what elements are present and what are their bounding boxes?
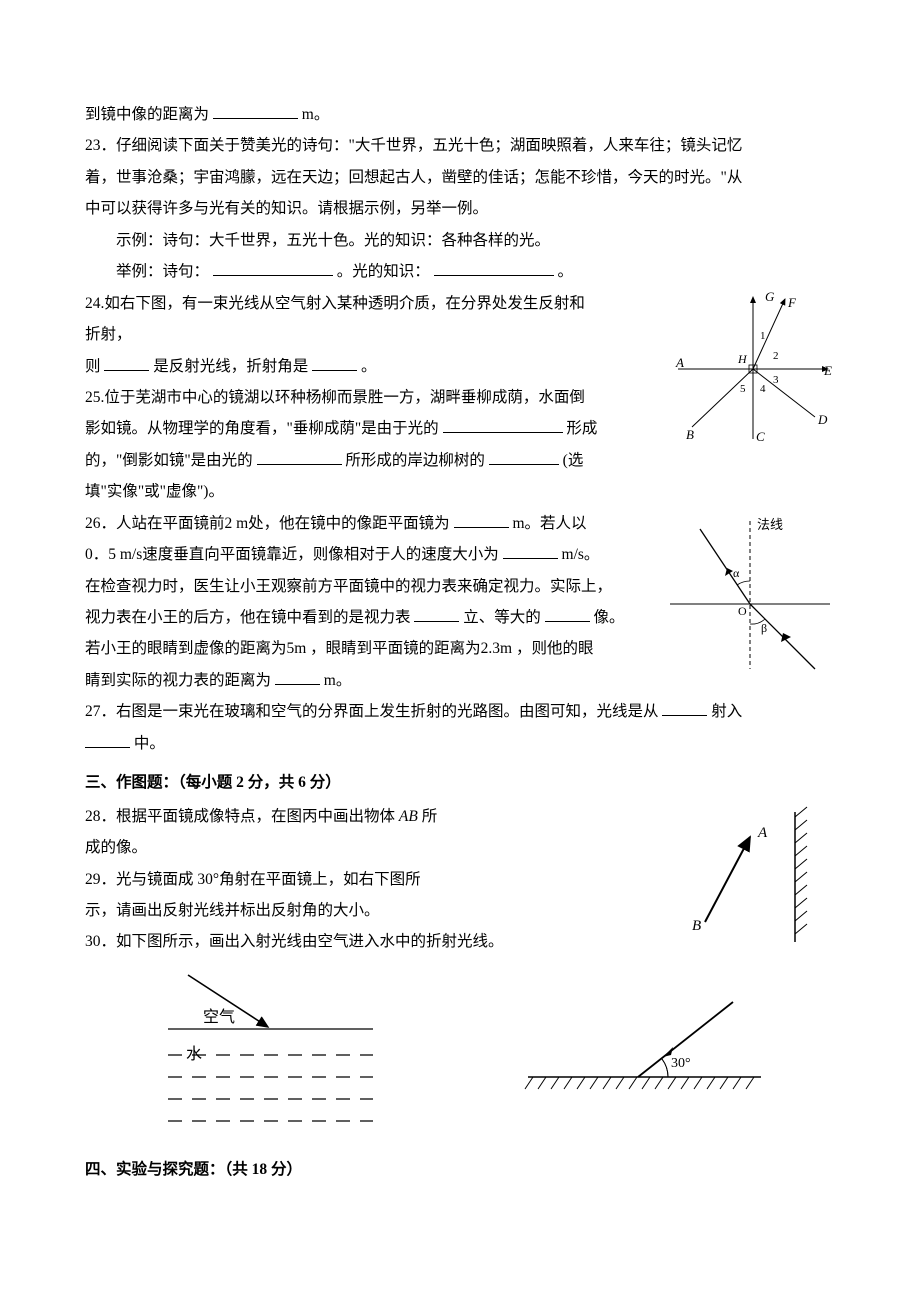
- q25-line3: 的，"倒影如镜"是由光的 所形成的岸边柳树的 (选: [85, 446, 620, 475]
- q30-diagram: 空气 水: [148, 967, 388, 1127]
- lbl-2: 2: [773, 350, 779, 362]
- q22-unit: m。: [302, 106, 330, 123]
- lbl-4: 4: [760, 383, 766, 395]
- q30-line1: 30．如下图所示，画出入射光线由空气进入水中的折射光线。: [85, 927, 545, 956]
- q29-line2: 示，请画出反射光线并标出反射角的大小。: [85, 896, 545, 925]
- q25-l2b: 形成: [566, 420, 597, 437]
- q28-line1: 28．根据平面镜成像特点，在图丙中画出物体 AB 所: [85, 802, 545, 831]
- q27-blank1: [662, 701, 707, 717]
- q27-l1a: 27．右图是一束光在玻璃和空气的分界面上发生折射的光路图。由图可知，光线是从: [85, 703, 659, 720]
- lbl-A28: A: [757, 825, 768, 841]
- q24-line3: 则 是反射光线，折射角是 。: [85, 352, 620, 381]
- q25-blank3: [489, 449, 559, 465]
- q26-line5: 若小王的眼睛到虚像的距离为5m ，眼睛到平面镜的距离为2.3m ，则他的眼: [85, 634, 645, 663]
- lbl-G: G: [765, 289, 775, 304]
- q28-line2: 成的像。: [85, 833, 545, 862]
- lbl-C: C: [756, 429, 765, 444]
- q26-l6b: m。: [324, 672, 352, 689]
- q26-l6a: 睛到实际的视力表的距离为: [85, 672, 271, 689]
- q25-blank2: [257, 449, 342, 465]
- q25-blank1: [443, 418, 563, 434]
- q23-blank2: [434, 261, 554, 277]
- q24-line2: 折射，: [85, 320, 620, 349]
- lbl-B: B: [686, 427, 694, 442]
- figure-row: 空气 水: [85, 967, 835, 1127]
- q23-answer-mid: 。光的知识：: [337, 263, 430, 280]
- q25-l2a: 影如镜。从物理学的角度看，"垂柳成荫"是由于光的: [85, 420, 439, 437]
- q24-l3c: 。: [361, 358, 377, 375]
- q26-line2: 0．5 m/s速度垂直向平面镜靠近，则像相对于人的速度大小为 m/s。: [85, 540, 645, 569]
- q26-l4c: 像。: [594, 609, 625, 626]
- q26-line4: 视力表在小王的后方，他在镜中看到的是视力表 立、等大的 像。: [85, 603, 645, 632]
- q24-l3a: 则: [85, 358, 101, 375]
- q26-l1a: 26．人站在平面镜前2 m处，他在镜中的像距平面镜为: [85, 515, 450, 532]
- lbl-A: A: [675, 355, 684, 370]
- q28-diagram: A B: [660, 802, 835, 952]
- q24-line1: 24.如右下图，有一束光线从空气射入某种透明介质，在分界处发生反射和: [85, 289, 620, 318]
- q27-l2: 中。: [134, 735, 165, 752]
- q23-answer-prefix: 举例：诗句：: [116, 263, 209, 280]
- lbl-1: 1: [760, 330, 766, 342]
- q23-example: 示例：诗句：大千世界，五光十色。光的知识：各种各样的光。: [85, 226, 835, 255]
- q26-blank5: [275, 669, 320, 685]
- q28-l1b: 所: [418, 808, 437, 825]
- q23-blank1: [213, 261, 333, 277]
- lbl-air: 空气: [203, 1008, 235, 1026]
- q22-blank: [213, 104, 298, 120]
- q26-l2b: m/s。: [562, 546, 600, 563]
- lbl-H: H: [737, 352, 748, 366]
- q23-line1: 23．仔细阅读下面关于赞美光的诗句："大千世界，五光十色；湖面映照着，人来车往；…: [85, 131, 835, 160]
- q23-answer-suffix: 。: [558, 263, 574, 280]
- q26-diagram: α β O 法线: [665, 509, 835, 674]
- q24-blank1: [104, 355, 149, 371]
- q25-l3b: 所形成的岸边柳树的: [345, 452, 485, 469]
- q28-l1: 28．根据平面镜成像特点，在图丙中画出物体: [85, 808, 399, 825]
- q25-line1: 25.位于芜湖市中心的镜湖以环种杨柳而景胜一方，湖畔垂柳成荫，水面倒: [85, 383, 620, 412]
- lbl-30: 30°: [671, 1056, 691, 1071]
- q24-diagram: A B C D E F G H 1 2 3 4 5: [670, 289, 835, 444]
- lbl-F: F: [787, 295, 797, 310]
- lbl-alpha: α: [733, 566, 740, 580]
- q27-l1b: 射入: [711, 703, 742, 720]
- lbl-water: 水: [186, 1045, 202, 1063]
- q26-l4a: 视力表在小王的后方，他在镜中看到的是视力表: [85, 609, 411, 626]
- lbl-B28: B: [692, 918, 701, 934]
- q23-line2: 着，世事沧桑；宇宙鸿朦，远在天边；回想起古人，凿壁的佳话；怎能不珍惜，今天的时光…: [85, 163, 835, 192]
- q29-diagram: 30°: [513, 987, 773, 1107]
- lbl-O: O: [738, 604, 747, 618]
- section4-title: 四、实验与探究题：（共 18 分）: [85, 1155, 835, 1184]
- q23-line3: 中可以获得许多与光有关的知识。请根据示例，另举一例。: [85, 194, 835, 223]
- q24-l3b: 是反射光线，折射角是: [153, 358, 308, 375]
- q27-line2: 中。: [85, 729, 835, 758]
- q25-l3a: 的，"倒影如镜"是由光的: [85, 452, 253, 469]
- q23-answer: 举例：诗句： 。光的知识： 。: [85, 257, 835, 286]
- lbl-3: 3: [773, 374, 779, 386]
- q27-line1: 27．右图是一束光在玻璃和空气的分界面上发生折射的光路图。由图可知，光线是从 射…: [85, 697, 835, 726]
- q26-blank2: [503, 544, 558, 560]
- q25-line2: 影如镜。从物理学的角度看，"垂柳成荫"是由于光的 形成: [85, 414, 620, 443]
- q26-line6: 睛到实际的视力表的距离为 m。: [85, 666, 645, 695]
- q24-blank2: [312, 355, 357, 371]
- q26-l1b: m。若人以: [512, 515, 586, 532]
- lbl-normal: 法线: [757, 517, 783, 532]
- lbl-beta: β: [761, 621, 767, 635]
- q22-prefix: 到镜中像的距离为: [85, 106, 213, 123]
- q28-ab: AB: [399, 808, 418, 825]
- q26-blank3: [414, 607, 459, 623]
- q26-blank1: [454, 512, 509, 528]
- lbl-E: E: [823, 363, 832, 378]
- q26-l2a: 0．5 m/s速度垂直向平面镜靠近，则像相对于人的速度大小为: [85, 546, 499, 563]
- lbl-D: D: [817, 412, 828, 427]
- q26-line3: 在检查视力时，医生让小王观察前方平面镜中的视力表来确定视力。实际上，: [85, 572, 645, 601]
- q25-l3c: (选: [563, 452, 584, 469]
- q29-line1: 29．光与镜面成 30°角射在平面镜上，如右下图所: [85, 865, 545, 894]
- q26-blank4: [545, 607, 590, 623]
- q22-tail: 到镜中像的距离为 m。: [85, 100, 835, 129]
- q25-line4: 填"实像"或"虚像")。: [85, 477, 620, 506]
- q27-blank2: [85, 732, 130, 748]
- lbl-5: 5: [740, 383, 746, 395]
- section3-title: 三、作图题：（每小题 2 分，共 6 分）: [85, 768, 835, 797]
- q26-l4b: 立、等大的: [463, 609, 541, 626]
- q26-line1: 26．人站在平面镜前2 m处，他在镜中的像距平面镜为 m。若人以: [85, 509, 645, 538]
